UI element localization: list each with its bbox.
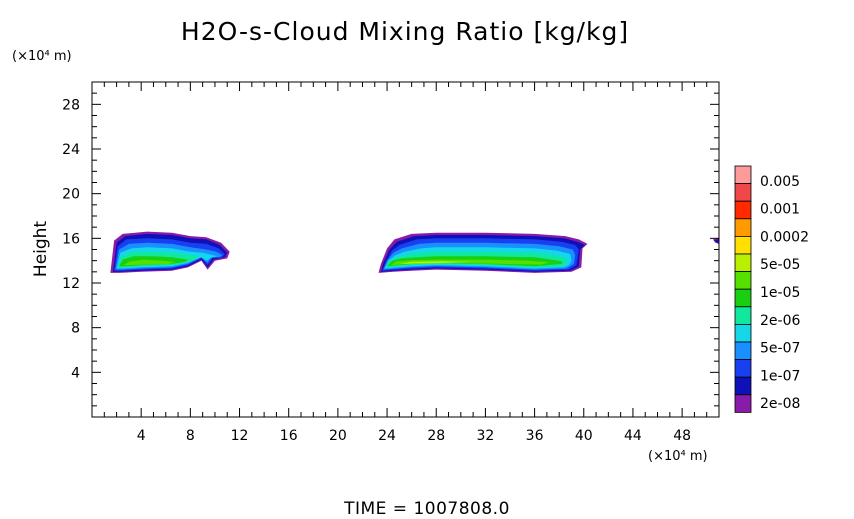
colorbar-label: 0.001 (760, 202, 800, 218)
x-tick-label: 32 (476, 428, 494, 444)
colorbar-label: 0.0002 (760, 229, 809, 245)
x-tick-label: 20 (329, 428, 347, 444)
x-tick-label: 16 (280, 428, 298, 444)
colorbar-segment (734, 359, 752, 378)
colorbar-label: 5e-07 (760, 341, 800, 357)
cloud-contour (714, 239, 719, 243)
x-tick-labels: 4 8 12 16 20 24 28 32 36 40 44 48 (137, 428, 691, 444)
y-axis-label: Height (31, 221, 51, 278)
y-tick-label: 20 (62, 187, 80, 203)
x-tick-label: 40 (575, 428, 593, 444)
y-unit-label: (×10⁴ m) (12, 49, 72, 64)
colorbar-label: 2e-06 (760, 313, 800, 329)
colorbar-labels: 0.005 0.001 0.0002 5e-05 1e-05 2e-06 5e-07 1e-0… (760, 174, 809, 412)
colorbar-segment (734, 376, 752, 396)
y-tick-labels: 4 8 12 16 20 24 28 (62, 97, 80, 381)
colorbar-label: 5e-05 (760, 257, 800, 273)
colorbar-segment (734, 306, 752, 325)
axis-ticks (92, 82, 719, 417)
colorbar-segment (734, 218, 752, 237)
colorbar-segment (734, 235, 752, 255)
cloud-contour (124, 259, 176, 266)
colorbar-segment (734, 183, 752, 202)
y-tick-label: 4 (71, 365, 80, 381)
y-tick-label: 8 (71, 321, 80, 337)
colorbar-label: 1e-07 (760, 368, 800, 384)
colorbar-segment (734, 323, 752, 343)
colorbar-segment (734, 394, 752, 413)
cloud-contour (399, 261, 474, 264)
y-tick-label: 12 (62, 276, 80, 292)
colorbar-segment (734, 200, 752, 220)
colorbar-segment (734, 288, 752, 308)
y-tick-label: 28 (62, 97, 80, 113)
colorbar-label: 2e-08 (760, 396, 800, 412)
x-tick-label: 12 (231, 428, 249, 444)
colorbar-segment (734, 165, 752, 185)
x-tick-label: 36 (526, 428, 544, 444)
time-footer: TIME = 1007808.0 (343, 499, 510, 519)
cloud-field (110, 231, 719, 273)
x-tick-label: 48 (673, 428, 691, 444)
cloud-contour (390, 259, 550, 266)
colorbar-label: 1e-05 (760, 285, 800, 301)
x-tick-label: 44 (624, 428, 642, 444)
colorbar (734, 165, 752, 413)
x-tick-label: 4 (137, 428, 146, 444)
x-tick-label: 8 (186, 428, 195, 444)
colorbar-segment (734, 341, 752, 361)
chart-title: H2O-s-Cloud Mixing Ratio [kg/kg] (181, 17, 629, 46)
x-unit-label: (×10⁴ m) (648, 449, 708, 464)
x-tick-label: 24 (378, 428, 396, 444)
colorbar-segment (734, 271, 752, 290)
colorbar-label: 0.005 (760, 174, 800, 190)
y-tick-label: 16 (62, 231, 80, 247)
x-tick-label: 28 (427, 428, 445, 444)
colorbar-segment (734, 253, 752, 273)
y-tick-label: 24 (62, 142, 80, 158)
